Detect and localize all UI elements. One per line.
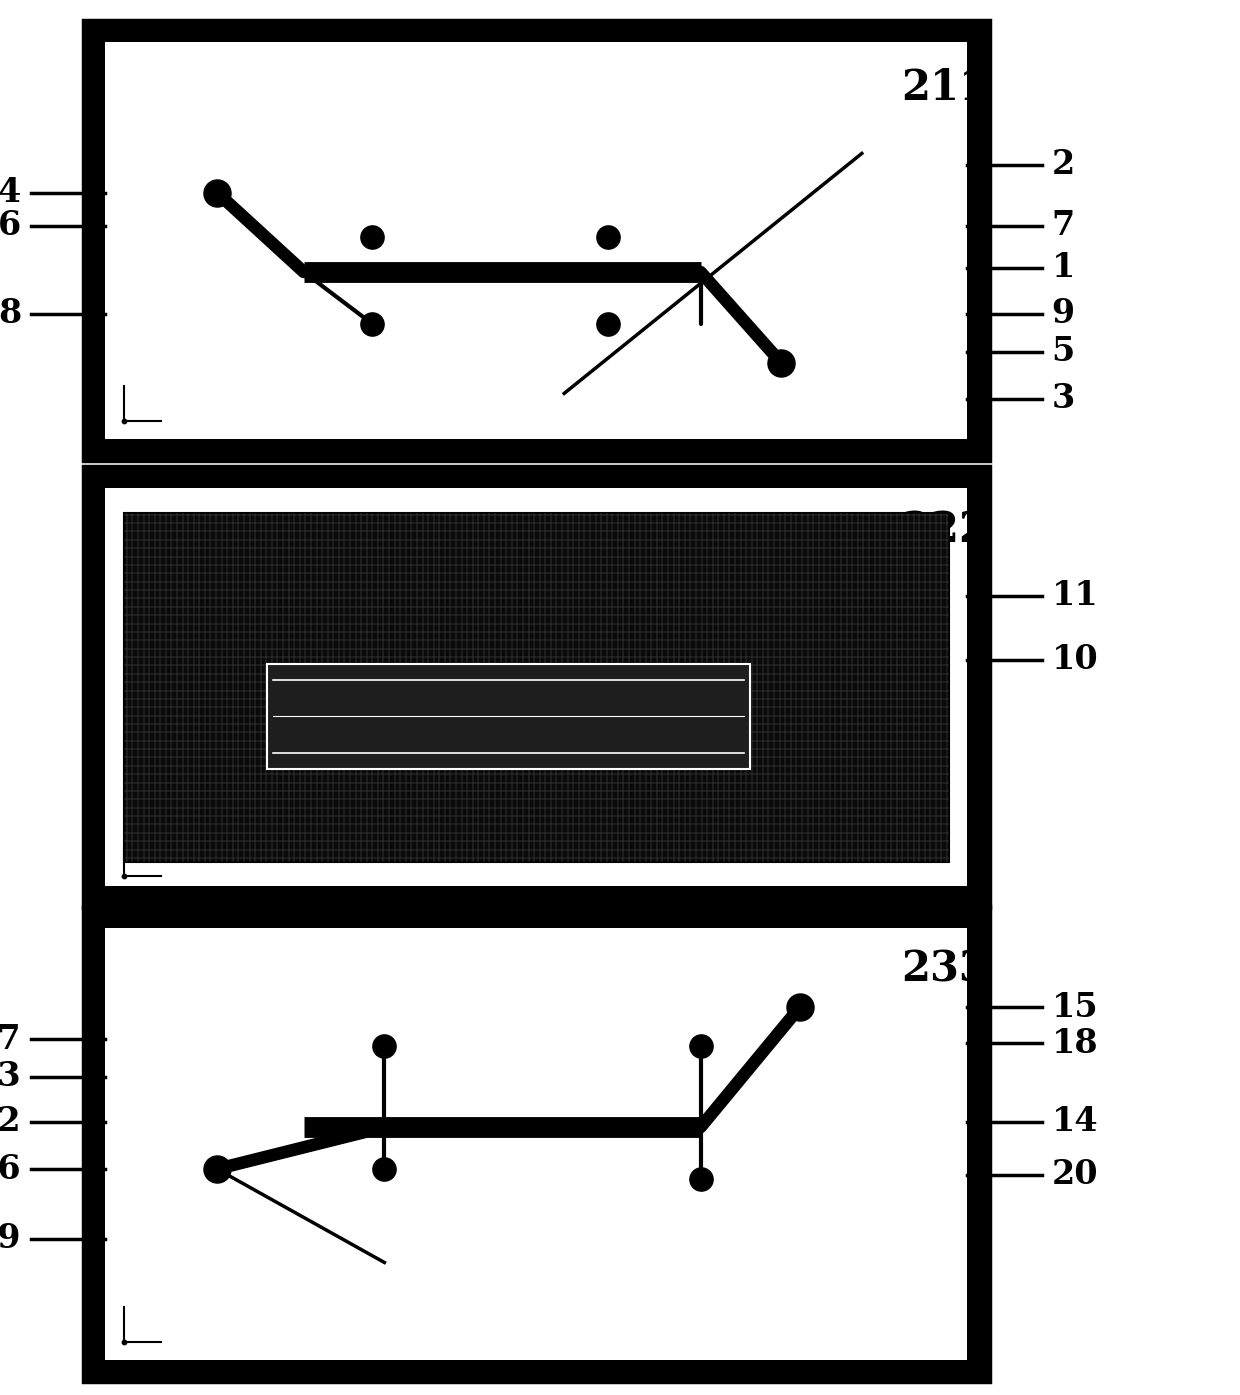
Text: 9: 9: [1052, 297, 1075, 331]
Bar: [105, 928, 967, 1360]
Bar: [91, 474, 982, 900]
Text: 15: 15: [1052, 990, 1099, 1024]
Text: 1: 1: [1052, 251, 1075, 285]
Text: 12: 12: [0, 1105, 21, 1138]
Bar: [267, 664, 750, 769]
Bar: [124, 513, 949, 862]
Bar: [105, 488, 967, 886]
Text: 20: 20: [1052, 1158, 1099, 1191]
Text: 2: 2: [1052, 148, 1075, 181]
Bar: [105, 42, 967, 439]
Point: [114, 410, 134, 432]
Text: 3: 3: [1052, 382, 1075, 416]
Text: 10: 10: [1052, 643, 1099, 677]
Point: [691, 1168, 711, 1190]
Text: 6: 6: [0, 209, 21, 243]
Bar: [91, 914, 982, 1374]
Text: 18: 18: [1052, 1027, 1099, 1060]
Bar: [91, 28, 982, 453]
Point: [374, 1158, 394, 1180]
Text: 222: 222: [901, 509, 988, 551]
Text: 211: 211: [901, 67, 988, 109]
Text: 17: 17: [0, 1023, 21, 1056]
Point: [362, 312, 382, 335]
Text: 4: 4: [0, 176, 21, 209]
Point: [598, 312, 618, 335]
Point: [790, 996, 810, 1018]
Text: 8: 8: [0, 297, 21, 331]
Text: 5: 5: [1052, 335, 1075, 368]
Text: 14: 14: [1052, 1105, 1099, 1138]
Point: [771, 352, 791, 374]
Point: [362, 226, 382, 248]
Text: 11: 11: [1052, 579, 1099, 612]
Text: 16: 16: [0, 1152, 21, 1186]
Point: [598, 226, 618, 248]
Point: [207, 181, 227, 204]
Text: 233: 233: [901, 949, 988, 990]
Text: 13: 13: [0, 1060, 21, 1094]
Point: [374, 1035, 394, 1057]
Text: 7: 7: [1052, 209, 1075, 243]
Point: [114, 1331, 134, 1353]
Point: [114, 865, 134, 887]
Point: [207, 1158, 227, 1180]
Point: [691, 1035, 711, 1057]
Text: 19: 19: [0, 1222, 21, 1256]
